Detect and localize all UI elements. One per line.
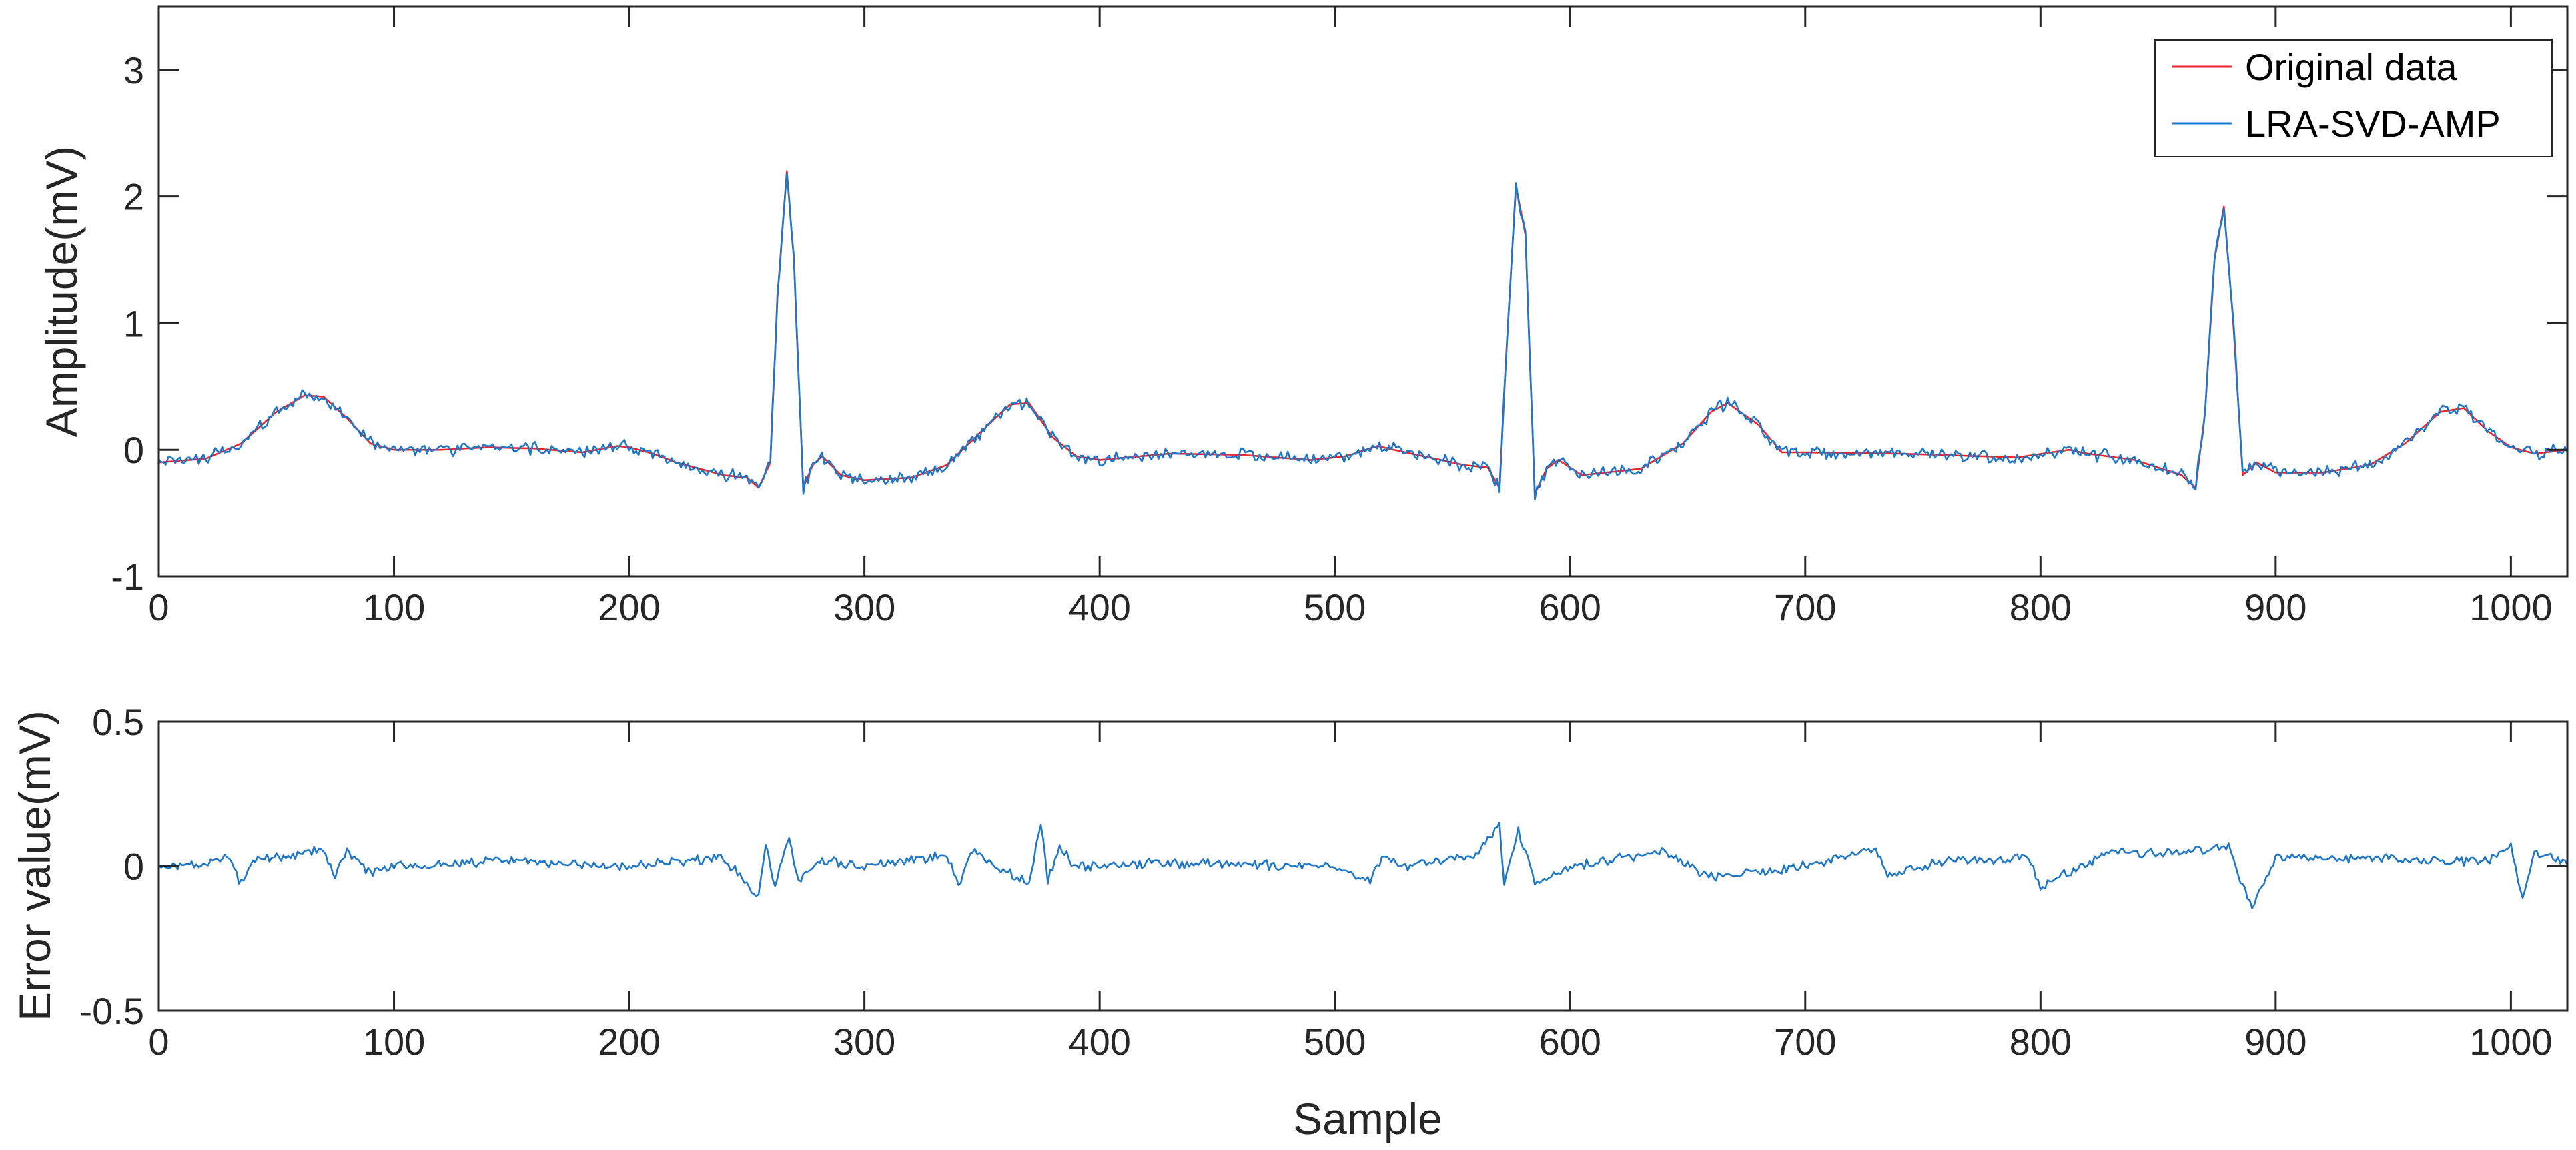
ecg-legend: Original data LRA-SVD-AMP	[2154, 39, 2553, 157]
ecg-x-tick-label: 500	[1304, 586, 1366, 628]
ecg-series-lra-svd-amp	[158, 173, 2569, 501]
error-x-tick-label: 800	[2010, 1021, 2072, 1063]
error-x-tick-label: 1000	[2469, 1021, 2553, 1063]
error-x-tick-label: 200	[598, 1021, 660, 1063]
error-x-tick-label: 500	[1304, 1021, 1366, 1063]
ecg-traces	[158, 170, 2569, 501]
ecg-plot-frame	[157, 5, 2569, 578]
error-y-tick-label: 0.5	[92, 701, 144, 743]
error-x-tick-label: 600	[1539, 1021, 1601, 1063]
ecg-x-tick-label: 100	[363, 586, 425, 628]
error-x-tick-label: 900	[2244, 1021, 2306, 1063]
ecg-y-tick-label: 1	[123, 302, 144, 344]
ecg-x-tick-label: 0	[148, 586, 169, 628]
error-x-tick-label: 0	[148, 1021, 169, 1063]
ecg-y-axis-label: Amplitude(mV)	[37, 146, 86, 437]
error-y-tick-label: -0.5	[80, 990, 145, 1032]
ecg-x-tick-label: 1000	[2469, 586, 2553, 628]
ecg-x-tick-label: 400	[1068, 586, 1130, 628]
error-x-tick-label: 100	[363, 1021, 425, 1063]
legend-box	[2154, 39, 2553, 157]
legend-label-lra-svd-amp: LRA-SVD-AMP	[2245, 103, 2501, 145]
ecg-y-tick-label: 3	[123, 49, 144, 91]
error-y-axis-label: Error value(mV)	[10, 710, 59, 1021]
error-x-tick-label: 300	[833, 1021, 895, 1063]
legend-label-original: Original data	[2245, 46, 2457, 88]
error-x-axis-label: Sample	[1293, 1094, 1442, 1143]
ecg-x-tick-label: 200	[598, 586, 660, 628]
ecg-x-tick-label: 900	[2244, 586, 2306, 628]
error-plot-panel: 0 100 200 300 400 500 600 700 800 900 1000-0.500.5…	[10, 701, 2569, 1143]
error-x-tick-label: 400	[1068, 1021, 1130, 1063]
error-traces	[157, 821, 2569, 909]
ecg-y-tick-label: 2	[123, 176, 144, 218]
ecg-x-tick-label: 300	[833, 586, 895, 628]
error-y-tick-label: 0	[123, 846, 144, 888]
error-x-tick-label: 700	[1774, 1021, 1836, 1063]
ecg-x-tick-label: 700	[1774, 586, 1836, 628]
error-series-error-values	[157, 821, 2569, 909]
ecg-y-tick-label: -1	[111, 556, 144, 598]
ecg-x-tick-label: 600	[1539, 586, 1601, 628]
ecg-x-tick-label: 800	[2010, 586, 2072, 628]
ecg-y-tick-label: 0	[123, 429, 144, 471]
error-axis-ticks: 0 100 200 300 400 500 600 700 800 900 1000-0.500.5	[80, 701, 2567, 1063]
